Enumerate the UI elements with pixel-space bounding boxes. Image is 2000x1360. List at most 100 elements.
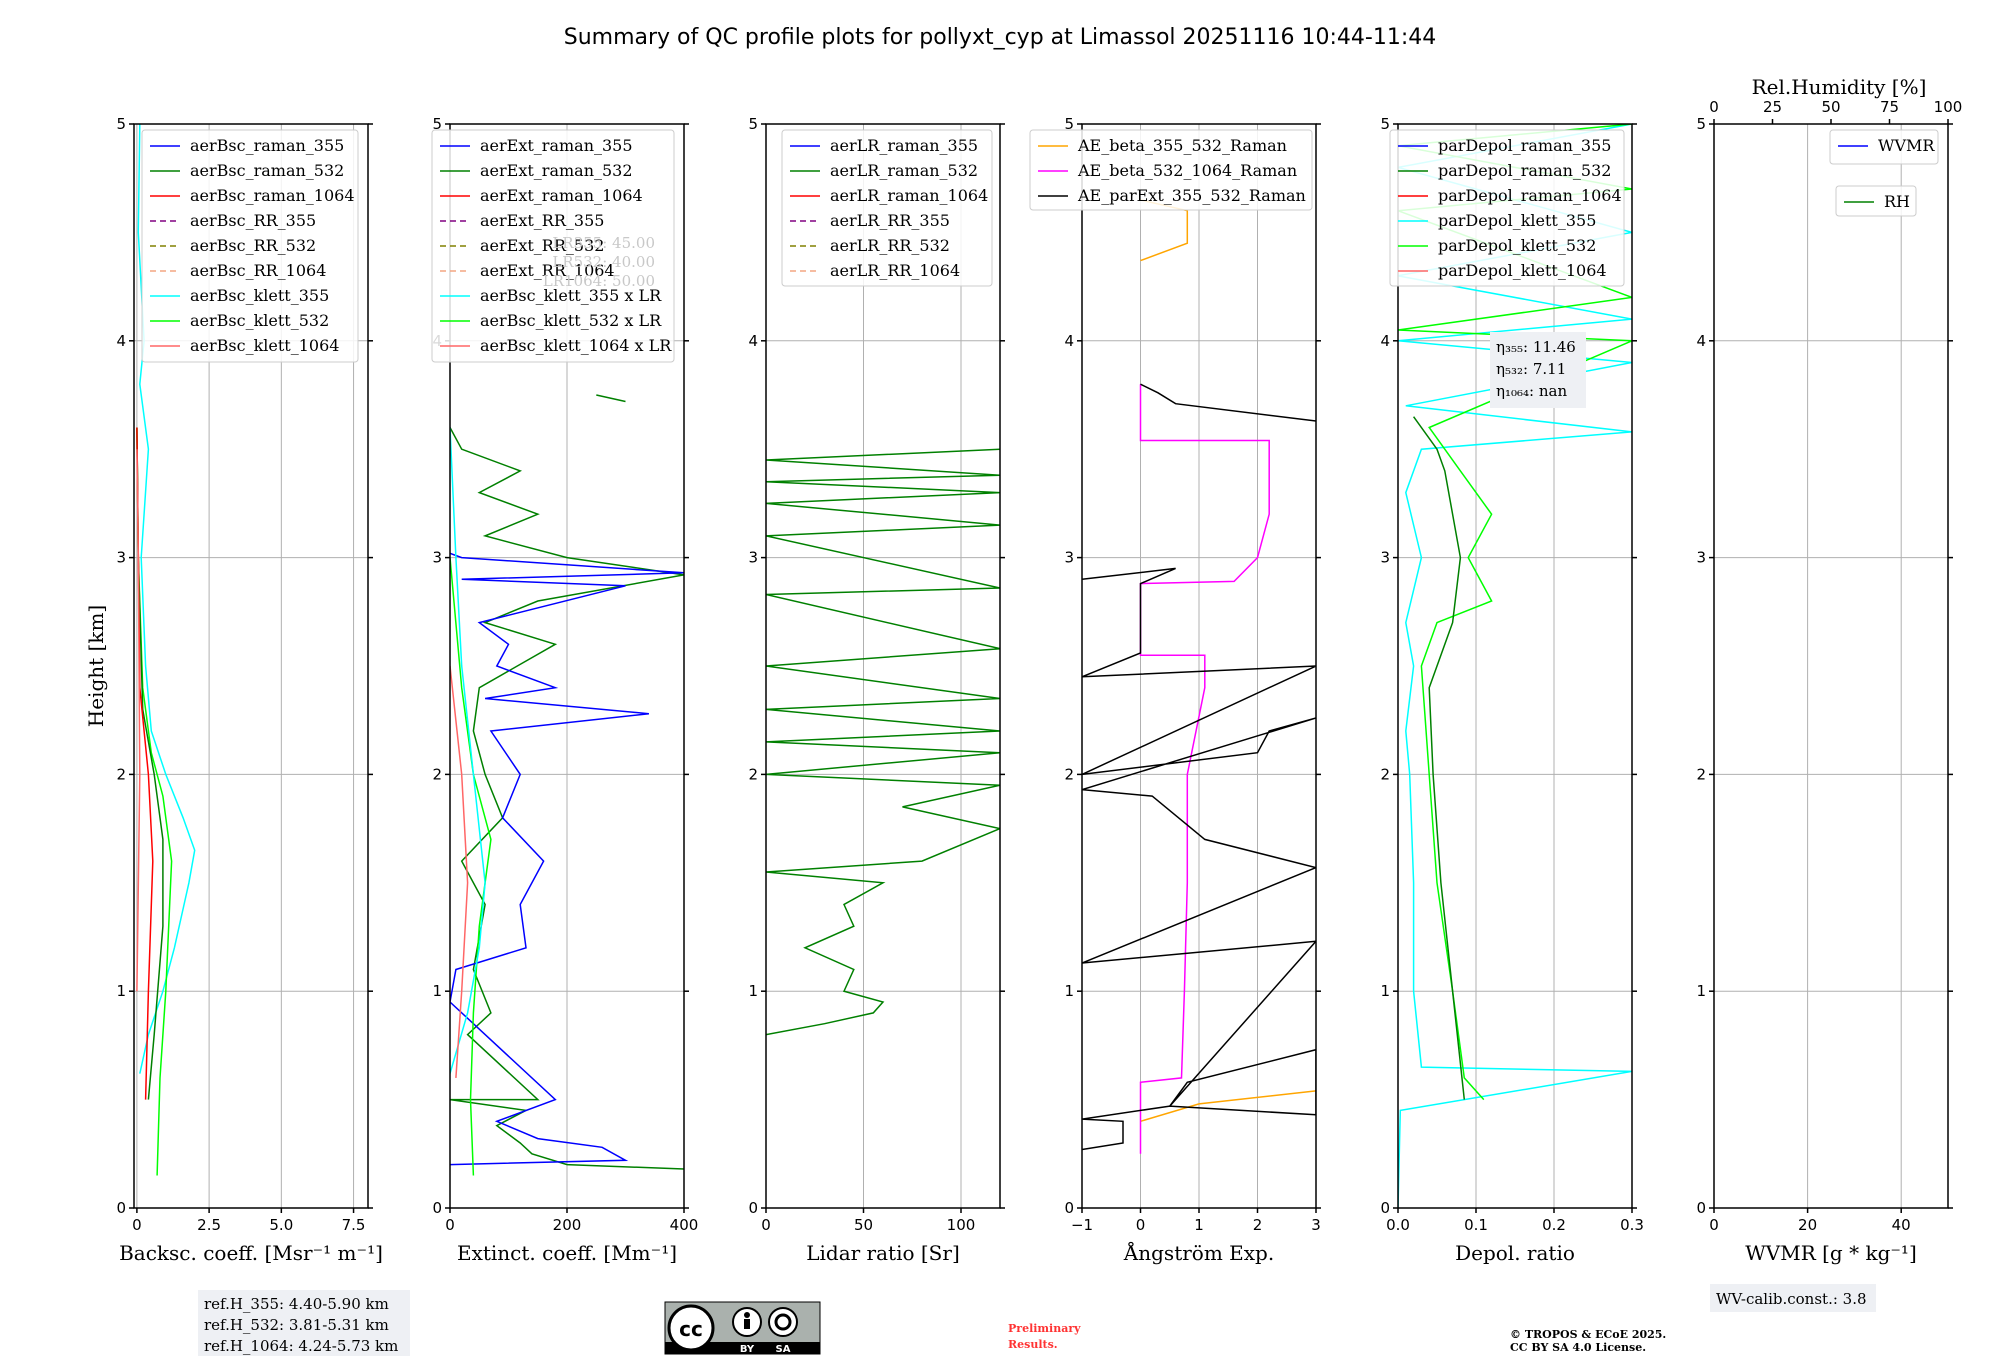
x-tick-label: −1 bbox=[1071, 1216, 1093, 1234]
legend-label: aerLR_raman_532 bbox=[830, 161, 978, 180]
legend-label: aerExt_raman_532 bbox=[480, 161, 633, 180]
y-tick-label: 1 bbox=[1380, 982, 1390, 1000]
panel-backscatter: 0 1 2 3 4 5 0 2.5 5.0 7.5 Backsc. coeff. [Msr⁻¹ m⁻… bbox=[116, 115, 382, 1265]
x-tick-label: 2 bbox=[1253, 1216, 1263, 1234]
series-aerLR_raman_532 bbox=[766, 448, 1000, 1036]
legend-label: aerBsc_RR_1064 bbox=[190, 261, 326, 280]
series-aerExt_raman_532 bbox=[450, 427, 684, 1170]
x-tick-label: 0 bbox=[445, 1216, 455, 1234]
series-aerBsc_klett_1064 x LR bbox=[450, 665, 469, 1078]
y-tick-label: 3 bbox=[1696, 549, 1706, 567]
eta-box bbox=[1490, 332, 1586, 408]
reference-height-label: ref.H_532: 3.81-5.31 km bbox=[204, 1316, 389, 1334]
cc-by-label: BY bbox=[740, 1344, 755, 1355]
y-tick-label: 0 bbox=[1380, 1199, 1390, 1217]
legend-label: aerBsc_klett_1064 x LR bbox=[480, 336, 672, 355]
axes-frame bbox=[1713, 123, 1949, 1209]
top-tick-label: 75 bbox=[1880, 98, 1899, 116]
legend-label: parDepol_raman_1064 bbox=[1438, 186, 1622, 205]
y-tick-label: 2 bbox=[1064, 765, 1074, 783]
y-tick-label: 5 bbox=[748, 115, 758, 133]
x-axis-label: Lidar ratio [Sr] bbox=[806, 1241, 960, 1265]
legend-label: aerBsc_raman_355 bbox=[190, 136, 344, 155]
y-tick-label: 1 bbox=[748, 982, 758, 1000]
eta-label: η₁₀₆₄: nan bbox=[1496, 382, 1567, 400]
lr-watermark-label: LR1064: 50.00 bbox=[543, 272, 655, 290]
series-aerBsc_klett_532 x LR bbox=[450, 557, 492, 1176]
series-group bbox=[136, 124, 196, 1176]
panel-depol: 0 1 2 3 4 5 0.0 0.1 0.2 0.3 Depol. ratio parDepol_r… bbox=[1380, 115, 1643, 1265]
legend-label: RH bbox=[1884, 192, 1910, 211]
x-tick-label: 3 bbox=[1311, 1216, 1321, 1234]
cc-icon bbox=[667, 1304, 715, 1352]
share-alike-icon bbox=[768, 1307, 798, 1337]
legend-label: aerLR_RR_532 bbox=[830, 236, 950, 255]
x-tick-label: 0.0 bbox=[1386, 1216, 1410, 1234]
series-parDepol_klett_355 bbox=[1398, 124, 1632, 1208]
y-tick-label: 3 bbox=[1064, 549, 1074, 567]
axes-frame bbox=[133, 123, 369, 1209]
copyright-line-1: © TROPOS & ECoE 2025. bbox=[1510, 1328, 1666, 1341]
legend-label: aerBsc_klett_532 x LR bbox=[480, 311, 662, 330]
preliminary-line-1: Preliminary bbox=[1008, 1322, 1081, 1335]
legend: aerBsc_raman_355 aerBsc_raman_532 aerBsc_r… bbox=[141, 129, 359, 363]
legend-wvmr: WVMR bbox=[1829, 129, 1939, 165]
x-tick-label: 0.1 bbox=[1464, 1216, 1488, 1234]
legend: AE_beta_355_532_Raman AE_beta_532_1064_Ra… bbox=[1029, 129, 1313, 211]
series-aerBsc_klett_355 x LR bbox=[450, 427, 486, 1074]
x-tick-label: 0 bbox=[132, 1216, 142, 1234]
legend-label: aerBsc_klett_1064 bbox=[190, 336, 339, 355]
x-tick-label: 50 bbox=[854, 1216, 873, 1234]
y-tick-label: 4 bbox=[116, 332, 126, 350]
axes-frame bbox=[765, 123, 1001, 1209]
x-tick-label: 400 bbox=[670, 1216, 699, 1234]
x-tick-label: 20 bbox=[1798, 1216, 1817, 1234]
legend-label: parDepol_klett_1064 bbox=[1438, 261, 1607, 280]
legend: aerExt_raman_355 aerExt_raman_532 aerExt_r… bbox=[431, 129, 675, 363]
y-tick-label: 0 bbox=[748, 1199, 758, 1217]
top-tick-label: 50 bbox=[1821, 98, 1840, 116]
legend-rh: RH bbox=[1835, 185, 1917, 217]
top-tick-label: 100 bbox=[1934, 98, 1963, 116]
reference-height-label: ref.H_355: 4.40-5.90 km bbox=[204, 1295, 389, 1313]
legend-label: aerBsc_klett_532 bbox=[190, 311, 329, 330]
y-tick-label: 4 bbox=[1064, 332, 1074, 350]
series-aerExt_raman_355 bbox=[450, 552, 684, 1166]
y-tick-label: 2 bbox=[748, 765, 758, 783]
y-tick-label: 2 bbox=[1380, 765, 1390, 783]
legend-label: aerExt_RR_355 bbox=[480, 211, 604, 230]
series-aerBsc_raman_532 bbox=[136, 427, 164, 1100]
legend-label: aerLR_RR_355 bbox=[830, 211, 950, 230]
legend-label: aerExt_raman_355 bbox=[480, 136, 633, 155]
series-AE_beta_355_532_Raman bbox=[1140, 1090, 1316, 1123]
legend-label: AE_beta_532_1064_Raman bbox=[1077, 161, 1297, 180]
x-tick-label: 40 bbox=[1892, 1216, 1911, 1234]
figure-title: Summary of QC profile plots for pollyxt_… bbox=[564, 25, 1437, 50]
legend-label: aerLR_raman_1064 bbox=[830, 186, 988, 205]
top-axis-label: Rel.Humidity [%] bbox=[1752, 75, 1927, 99]
eta-label: η₅₃₂: 7.11 bbox=[1496, 360, 1566, 378]
x-tick-label: 5.0 bbox=[269, 1216, 293, 1234]
legend-label: aerLR_raman_355 bbox=[830, 136, 978, 155]
series-AE_beta_532_1064_Raman bbox=[1139, 384, 1270, 1154]
wv-calib-box: WV-calib.const.: 3.8 bbox=[1710, 1284, 1876, 1312]
y-tick-label: 5 bbox=[1380, 115, 1390, 133]
series-aerBsc_klett_355 bbox=[137, 124, 196, 1074]
series-group bbox=[766, 448, 1000, 1036]
x-axis-label: Extinct. coeff. [Mm⁻¹] bbox=[457, 1241, 677, 1265]
legend-label: AE_parExt_355_532_Raman bbox=[1077, 186, 1306, 205]
series-parDepol_raman_532 bbox=[1412, 416, 1466, 1100]
y-tick-label: 4 bbox=[1380, 332, 1390, 350]
series-group bbox=[1398, 124, 1632, 1208]
y-tick-label: 4 bbox=[1696, 332, 1706, 350]
legend: aerLR_raman_355 aerLR_raman_532 aerLR_rama… bbox=[781, 129, 993, 287]
wv-calib-label: WV-calib.const.: 3.8 bbox=[1716, 1290, 1867, 1308]
legend-label: WVMR bbox=[1878, 136, 1935, 155]
x-axis-label: WVMR [g * kg⁻¹] bbox=[1745, 1241, 1917, 1265]
reference-height-box: ref.H_355: 4.40-5.90 km ref.H_532: 3.81-5… bbox=[198, 1290, 410, 1356]
legend-label: AE_beta_355_532_Raman bbox=[1077, 136, 1287, 155]
legend-label: parDepol_raman_532 bbox=[1438, 161, 1611, 180]
y-tick-label: 5 bbox=[1064, 115, 1074, 133]
